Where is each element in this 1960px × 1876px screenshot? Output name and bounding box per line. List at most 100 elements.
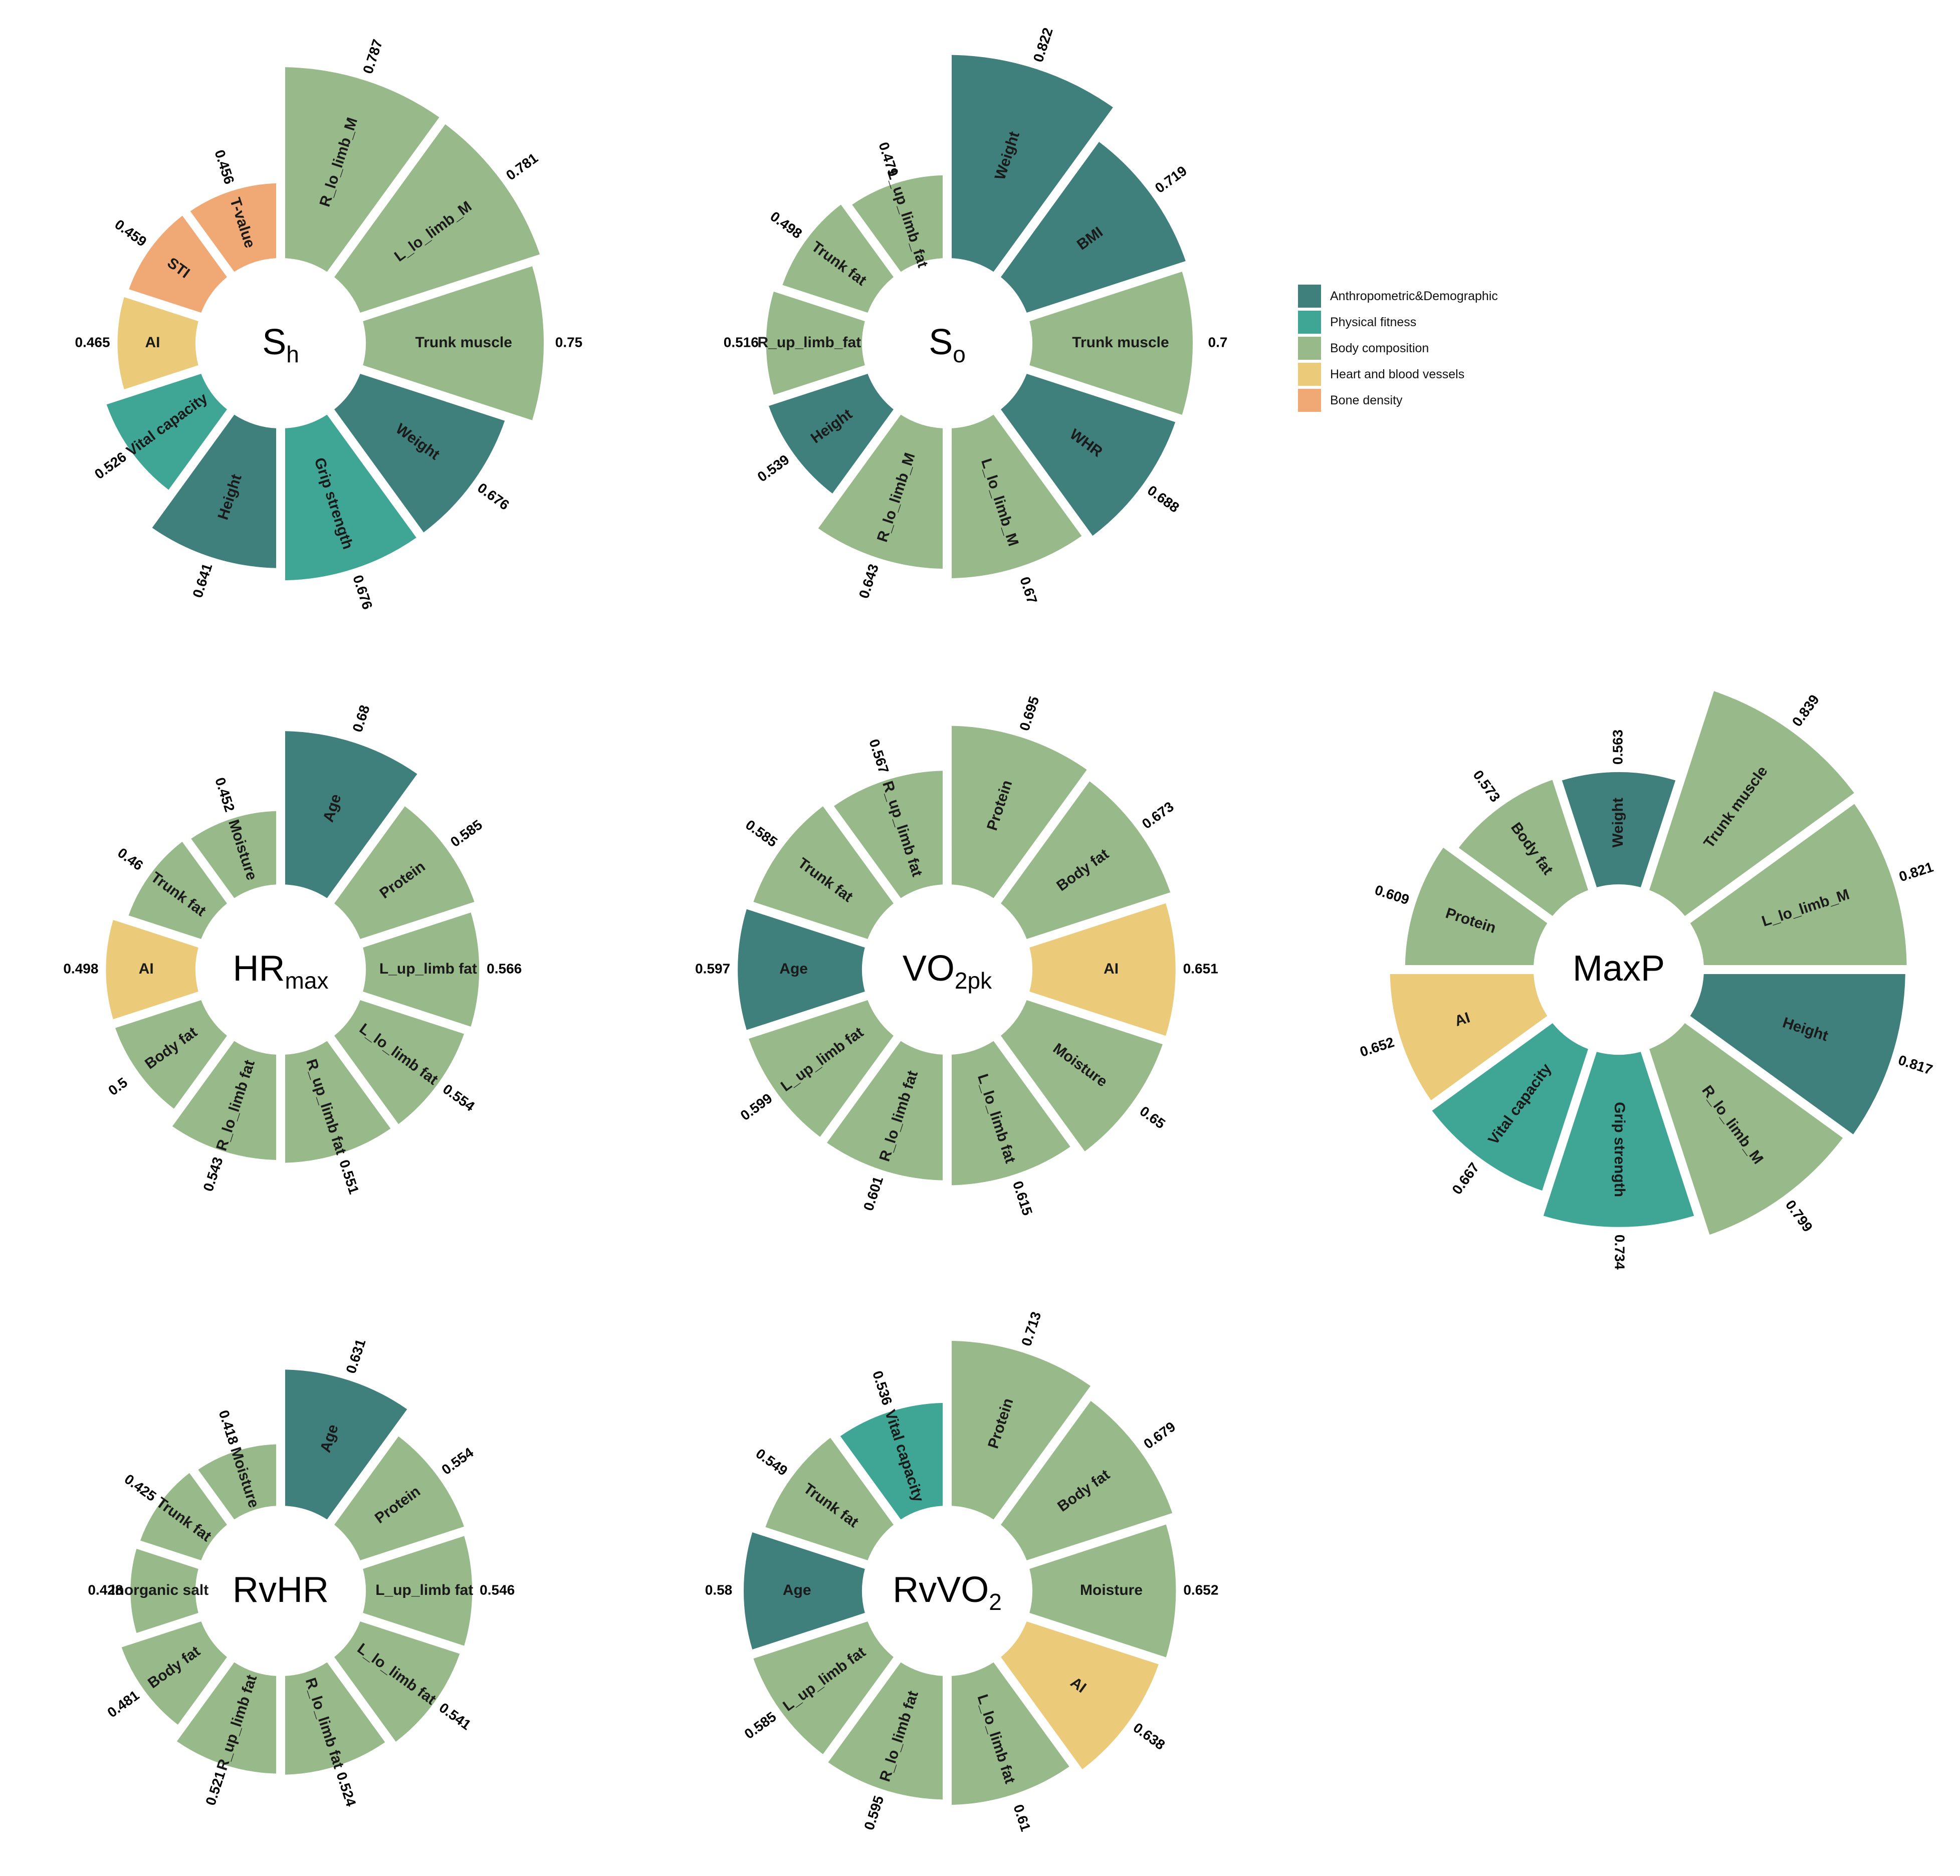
value-label: 0.679 <box>1141 1419 1178 1452</box>
chart-bar <box>128 841 227 939</box>
value-label: 0.428 <box>88 1582 123 1597</box>
chart-bar <box>769 374 894 494</box>
value-label: 0.799 <box>1783 1197 1816 1235</box>
chart-bar <box>130 1549 198 1633</box>
value-label: 0.521 <box>202 1769 228 1807</box>
chart-bar <box>140 1473 227 1560</box>
value-label: 0.7 <box>1208 334 1228 350</box>
chart-bar <box>753 1621 894 1754</box>
value-label: 0.822 <box>1030 26 1056 64</box>
chart-bar <box>766 291 865 395</box>
chart-bar <box>106 374 227 490</box>
center-label-main: RvHR <box>233 1570 329 1610</box>
center-label: VO2pk <box>903 949 992 994</box>
chart-bar <box>334 124 540 313</box>
chart-bar <box>285 731 417 898</box>
center-label-main: VO <box>903 949 955 989</box>
chart-bar <box>363 266 544 420</box>
value-label: 0.498 <box>63 961 98 976</box>
chart-bar <box>363 1536 473 1646</box>
value-label: 0.615 <box>1010 1179 1035 1217</box>
chart-bar <box>363 912 480 1027</box>
value-label: 0.787 <box>360 38 385 76</box>
chart-bar <box>334 1436 464 1560</box>
value-label: 0.566 <box>487 961 522 976</box>
chart-bar <box>1001 1400 1173 1560</box>
value-label: 0.541 <box>437 1700 474 1733</box>
value-label: 0.498 <box>767 208 805 242</box>
legend: Anthropometric&Demographic Physical fitne… <box>1298 283 1498 413</box>
value-label: 0.595 <box>861 1794 887 1832</box>
value-label: 0.516 <box>724 334 759 350</box>
value-label: 0.549 <box>753 1446 790 1479</box>
value-label: 0.695 <box>1016 694 1042 733</box>
chart-bar <box>1649 1023 1843 1235</box>
value-label: 0.524 <box>333 1770 359 1809</box>
value-label: 0.781 <box>503 150 541 183</box>
chart-bar <box>172 1041 277 1160</box>
value-label: 0.554 <box>440 1081 478 1114</box>
legend-swatch <box>1298 337 1321 360</box>
chart-bar <box>1432 1023 1588 1191</box>
segment-label: Age <box>783 1582 811 1598</box>
chart-bar <box>852 175 943 272</box>
value-label: 0.563 <box>1610 730 1625 765</box>
chart-bar <box>828 1662 943 1800</box>
chart-bar <box>115 1000 227 1109</box>
value-label: 0.452 <box>212 776 238 814</box>
chart-bar <box>285 1662 385 1775</box>
chart-bar <box>285 414 416 581</box>
center-label-sub: h <box>286 341 299 367</box>
legend-label: Body composition <box>1330 341 1429 355</box>
center-label: HRmax <box>233 949 329 994</box>
value-label: 0.546 <box>480 1582 515 1597</box>
value-label: 0.67 <box>1017 575 1040 605</box>
segment-label: Moisture <box>1080 1582 1143 1598</box>
segment-label: Trunk muscle <box>1072 334 1169 351</box>
chart-bar <box>951 1340 1091 1520</box>
value-label: 0.719 <box>1152 163 1190 196</box>
segment-label: Age <box>779 961 808 977</box>
chart-bar <box>1029 1524 1176 1658</box>
legend-item: Body composition <box>1298 335 1498 361</box>
value-label: 0.673 <box>1139 799 1177 832</box>
chart-bar <box>744 1532 865 1650</box>
legend-item: Bone density <box>1298 387 1498 413</box>
value-label: 0.5 <box>105 1074 130 1098</box>
value-label: 0.465 <box>75 334 110 350</box>
value-label: 0.817 <box>1896 1052 1934 1078</box>
chart-bar <box>840 1402 943 1520</box>
value-label: 0.61 <box>1010 1802 1033 1833</box>
center-label: MaxP <box>1573 949 1665 989</box>
chart-bar <box>738 909 865 1030</box>
legend-swatch <box>1298 311 1321 334</box>
chart-bar <box>1390 974 1548 1100</box>
value-label: 0.638 <box>1131 1720 1168 1753</box>
value-label: 0.652 <box>1358 1034 1396 1060</box>
value-label: 0.456 <box>211 148 237 186</box>
value-label: 0.643 <box>856 562 882 600</box>
chart-bar <box>191 811 277 898</box>
chart-bar <box>1690 804 1907 966</box>
legend-item: Heart and blood vessels <box>1298 361 1498 387</box>
value-label: 0.573 <box>1470 767 1503 805</box>
chart-bar <box>1405 847 1548 966</box>
value-label: 0.839 <box>1789 692 1822 730</box>
value-label: 0.652 <box>1183 1582 1218 1597</box>
value-label: 0.688 <box>1145 483 1182 516</box>
segment-label: Grip strength <box>1611 1102 1628 1197</box>
chart-bar <box>1001 781 1171 939</box>
segment-label: AI <box>1104 961 1119 977</box>
center-label: So <box>929 322 966 367</box>
value-label: 0.479 <box>876 140 901 178</box>
center-label-main: MaxP <box>1573 949 1665 989</box>
value-label: 0.46 <box>115 845 146 873</box>
chart-bar <box>190 183 277 272</box>
value-label: 0.734 <box>1612 1235 1628 1270</box>
value-label: 0.651 <box>1183 961 1218 976</box>
chart-bar <box>765 1438 894 1560</box>
center-label: Sh <box>262 322 299 367</box>
chart-bar <box>951 55 1113 272</box>
